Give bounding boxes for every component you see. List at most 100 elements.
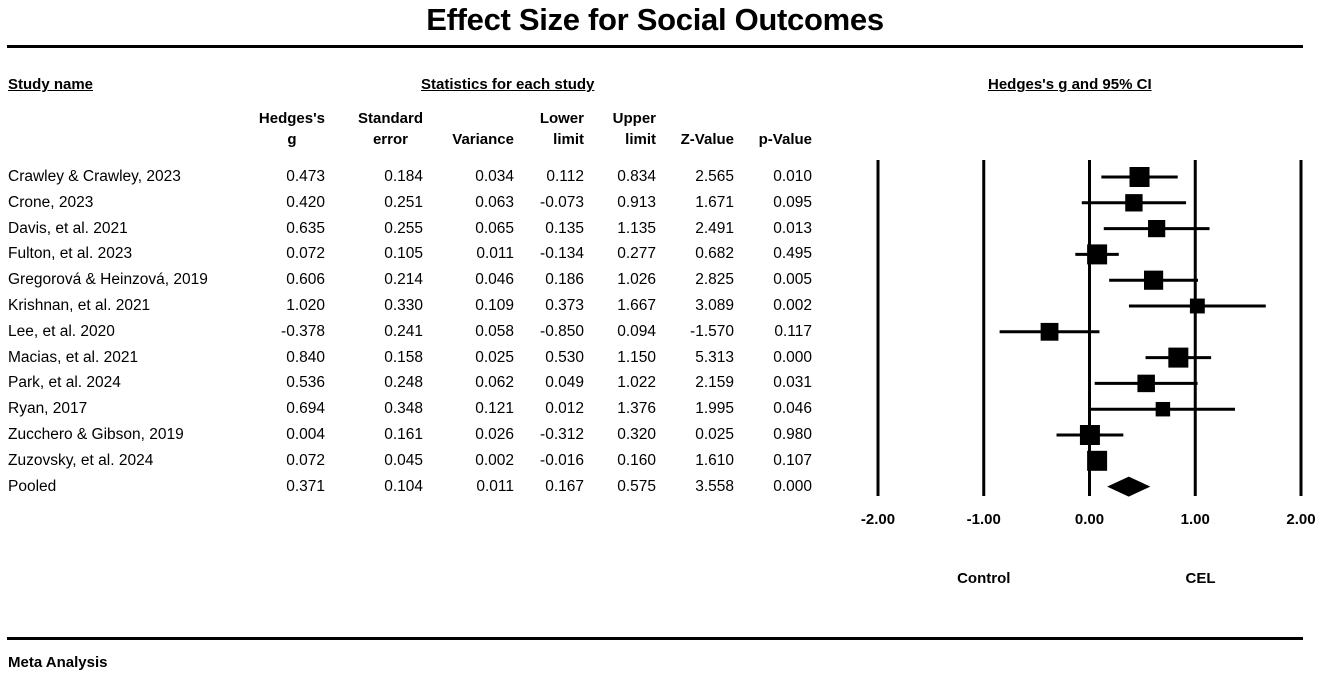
cell-p: 0.000: [773, 348, 812, 366]
column-header-upper: Upper limit: [613, 108, 656, 150]
cell-lower: 0.012: [545, 400, 584, 418]
cell-z: 1.671: [695, 193, 734, 211]
cell-var: 0.058: [475, 322, 514, 340]
cell-p: 0.980: [773, 426, 812, 443]
cell-upper: 1.667: [617, 297, 656, 314]
study-name: Davis, et al. 2021: [8, 219, 128, 237]
cell-upper: 1.135: [617, 219, 656, 237]
column-header-line: limit: [553, 131, 584, 148]
cell-p: 0.046: [773, 400, 812, 418]
column-header-line: Standard: [357, 110, 423, 127]
cell-g: 0.606: [286, 271, 325, 289]
cell-se: 0.184: [384, 168, 423, 185]
cell-lower: -0.312: [540, 426, 584, 443]
cell-z: 1.610: [695, 451, 734, 469]
cell-lower: -0.073: [540, 193, 584, 211]
cell-g: 0.536: [286, 374, 325, 392]
study-name: Krishnan, et al. 2021: [8, 297, 151, 314]
cell-g: 0.473: [286, 168, 325, 185]
cell-upper: 0.320: [617, 426, 656, 443]
cell-p: 0.005: [773, 271, 812, 289]
cell-p: 0.000: [773, 477, 812, 495]
cell-g: 0.694: [286, 400, 325, 418]
pooled-name: Pooled: [8, 477, 57, 495]
effect-marker: [1087, 450, 1108, 471]
column-header-line: limit: [625, 131, 656, 148]
study-name: Fulton, et al. 2023: [8, 245, 133, 263]
cell-upper: 0.913: [617, 193, 656, 211]
effect-marker: [1144, 270, 1164, 290]
cell-p: 0.095: [773, 193, 812, 211]
study-name-header: Study name: [8, 76, 94, 93]
tick-label: 0.00: [1075, 511, 1104, 528]
cell-z: 2.825: [695, 271, 734, 289]
cell-z: 3.558: [695, 477, 734, 495]
column-header-p: p-Value: [759, 129, 812, 150]
cell-var: 0.011: [476, 477, 514, 495]
cell-se: 0.255: [384, 219, 423, 237]
column-header-line: Z-Value: [680, 131, 734, 148]
study-name: Zuzovsky, et al. 2024: [8, 451, 154, 469]
top-rule: [7, 45, 1303, 48]
column-header-line: p-Value: [758, 131, 812, 148]
cell-p: 0.495: [773, 245, 812, 263]
cell-se: 0.348: [384, 400, 423, 418]
cell-g: 0.840: [286, 348, 325, 366]
cell-upper: 0.094: [617, 322, 656, 340]
cell-upper: 0.834: [617, 168, 656, 185]
cell-upper: 0.575: [617, 477, 656, 495]
cell-var: 0.062: [475, 374, 514, 392]
study-name: Ryan, 2017: [8, 400, 88, 418]
column-header-var: Variance: [452, 129, 514, 150]
study-name: Crawley & Crawley, 2023: [8, 168, 181, 185]
cell-g: 0.004: [286, 426, 325, 443]
cell-lower: 0.167: [545, 477, 584, 495]
cell-upper: 1.022: [617, 374, 656, 392]
study-name: Gregorová & Heinzová, 2019: [8, 271, 208, 289]
study-name: Park, et al. 2024: [8, 374, 121, 392]
cell-se: 0.330: [384, 297, 423, 314]
cell-z: -1.570: [690, 322, 734, 340]
cell-z: 3.089: [695, 297, 734, 314]
cell-upper: 0.160: [617, 451, 656, 469]
tick-label: 2.00: [1286, 511, 1315, 528]
cell-se: 0.045: [384, 451, 423, 469]
cell-var: 0.026: [475, 426, 514, 443]
cell-z: 2.159: [695, 374, 734, 392]
bottom-rule: [7, 637, 1303, 640]
column-header-line: error: [372, 131, 408, 148]
cell-se: 0.105: [384, 245, 423, 263]
pooled-diamond: [1107, 476, 1151, 497]
effect-marker: [1137, 374, 1155, 393]
forest-plot: -2.00 -1.00 0.00 1.00 2.00 Control CEL: [861, 160, 1316, 587]
statistics-header: Statistics for each study: [421, 76, 595, 93]
cell-g: 0.072: [286, 451, 325, 469]
tick-label: 1.00: [1181, 511, 1210, 528]
cell-var: 0.034: [475, 168, 514, 185]
cell-var: 0.109: [475, 297, 514, 314]
cell-var: 0.065: [475, 219, 514, 237]
cell-p: 0.117: [774, 322, 812, 340]
cell-se: 0.248: [384, 374, 423, 392]
column-header-line: Upper: [612, 110, 656, 127]
tick-label: -2.00: [861, 511, 895, 528]
cell-lower: 0.530: [545, 348, 584, 366]
study-name: Zucchero & Gibson, 2019: [8, 426, 184, 443]
tick-label: -1.00: [967, 511, 1001, 528]
cell-lower: 0.049: [545, 374, 584, 392]
cell-z: 0.025: [695, 426, 734, 443]
cell-p: 0.013: [773, 219, 812, 237]
cell-lower: 0.112: [546, 168, 584, 185]
cell-g: 0.371: [286, 477, 325, 495]
cell-se: 0.214: [384, 271, 423, 289]
cell-var: 0.025: [475, 348, 514, 366]
plot-header: Hedges's g and 95% CI: [988, 76, 1152, 93]
cell-lower: -0.016: [540, 451, 584, 469]
cell-se: 0.104: [384, 477, 423, 495]
effect-marker: [1155, 401, 1171, 417]
cell-g: 0.420: [286, 193, 325, 211]
column-header-line: Lower: [539, 110, 584, 127]
effect-marker: [1040, 322, 1059, 341]
cell-se: 0.251: [384, 193, 423, 211]
cell-upper: 1.376: [617, 400, 656, 418]
